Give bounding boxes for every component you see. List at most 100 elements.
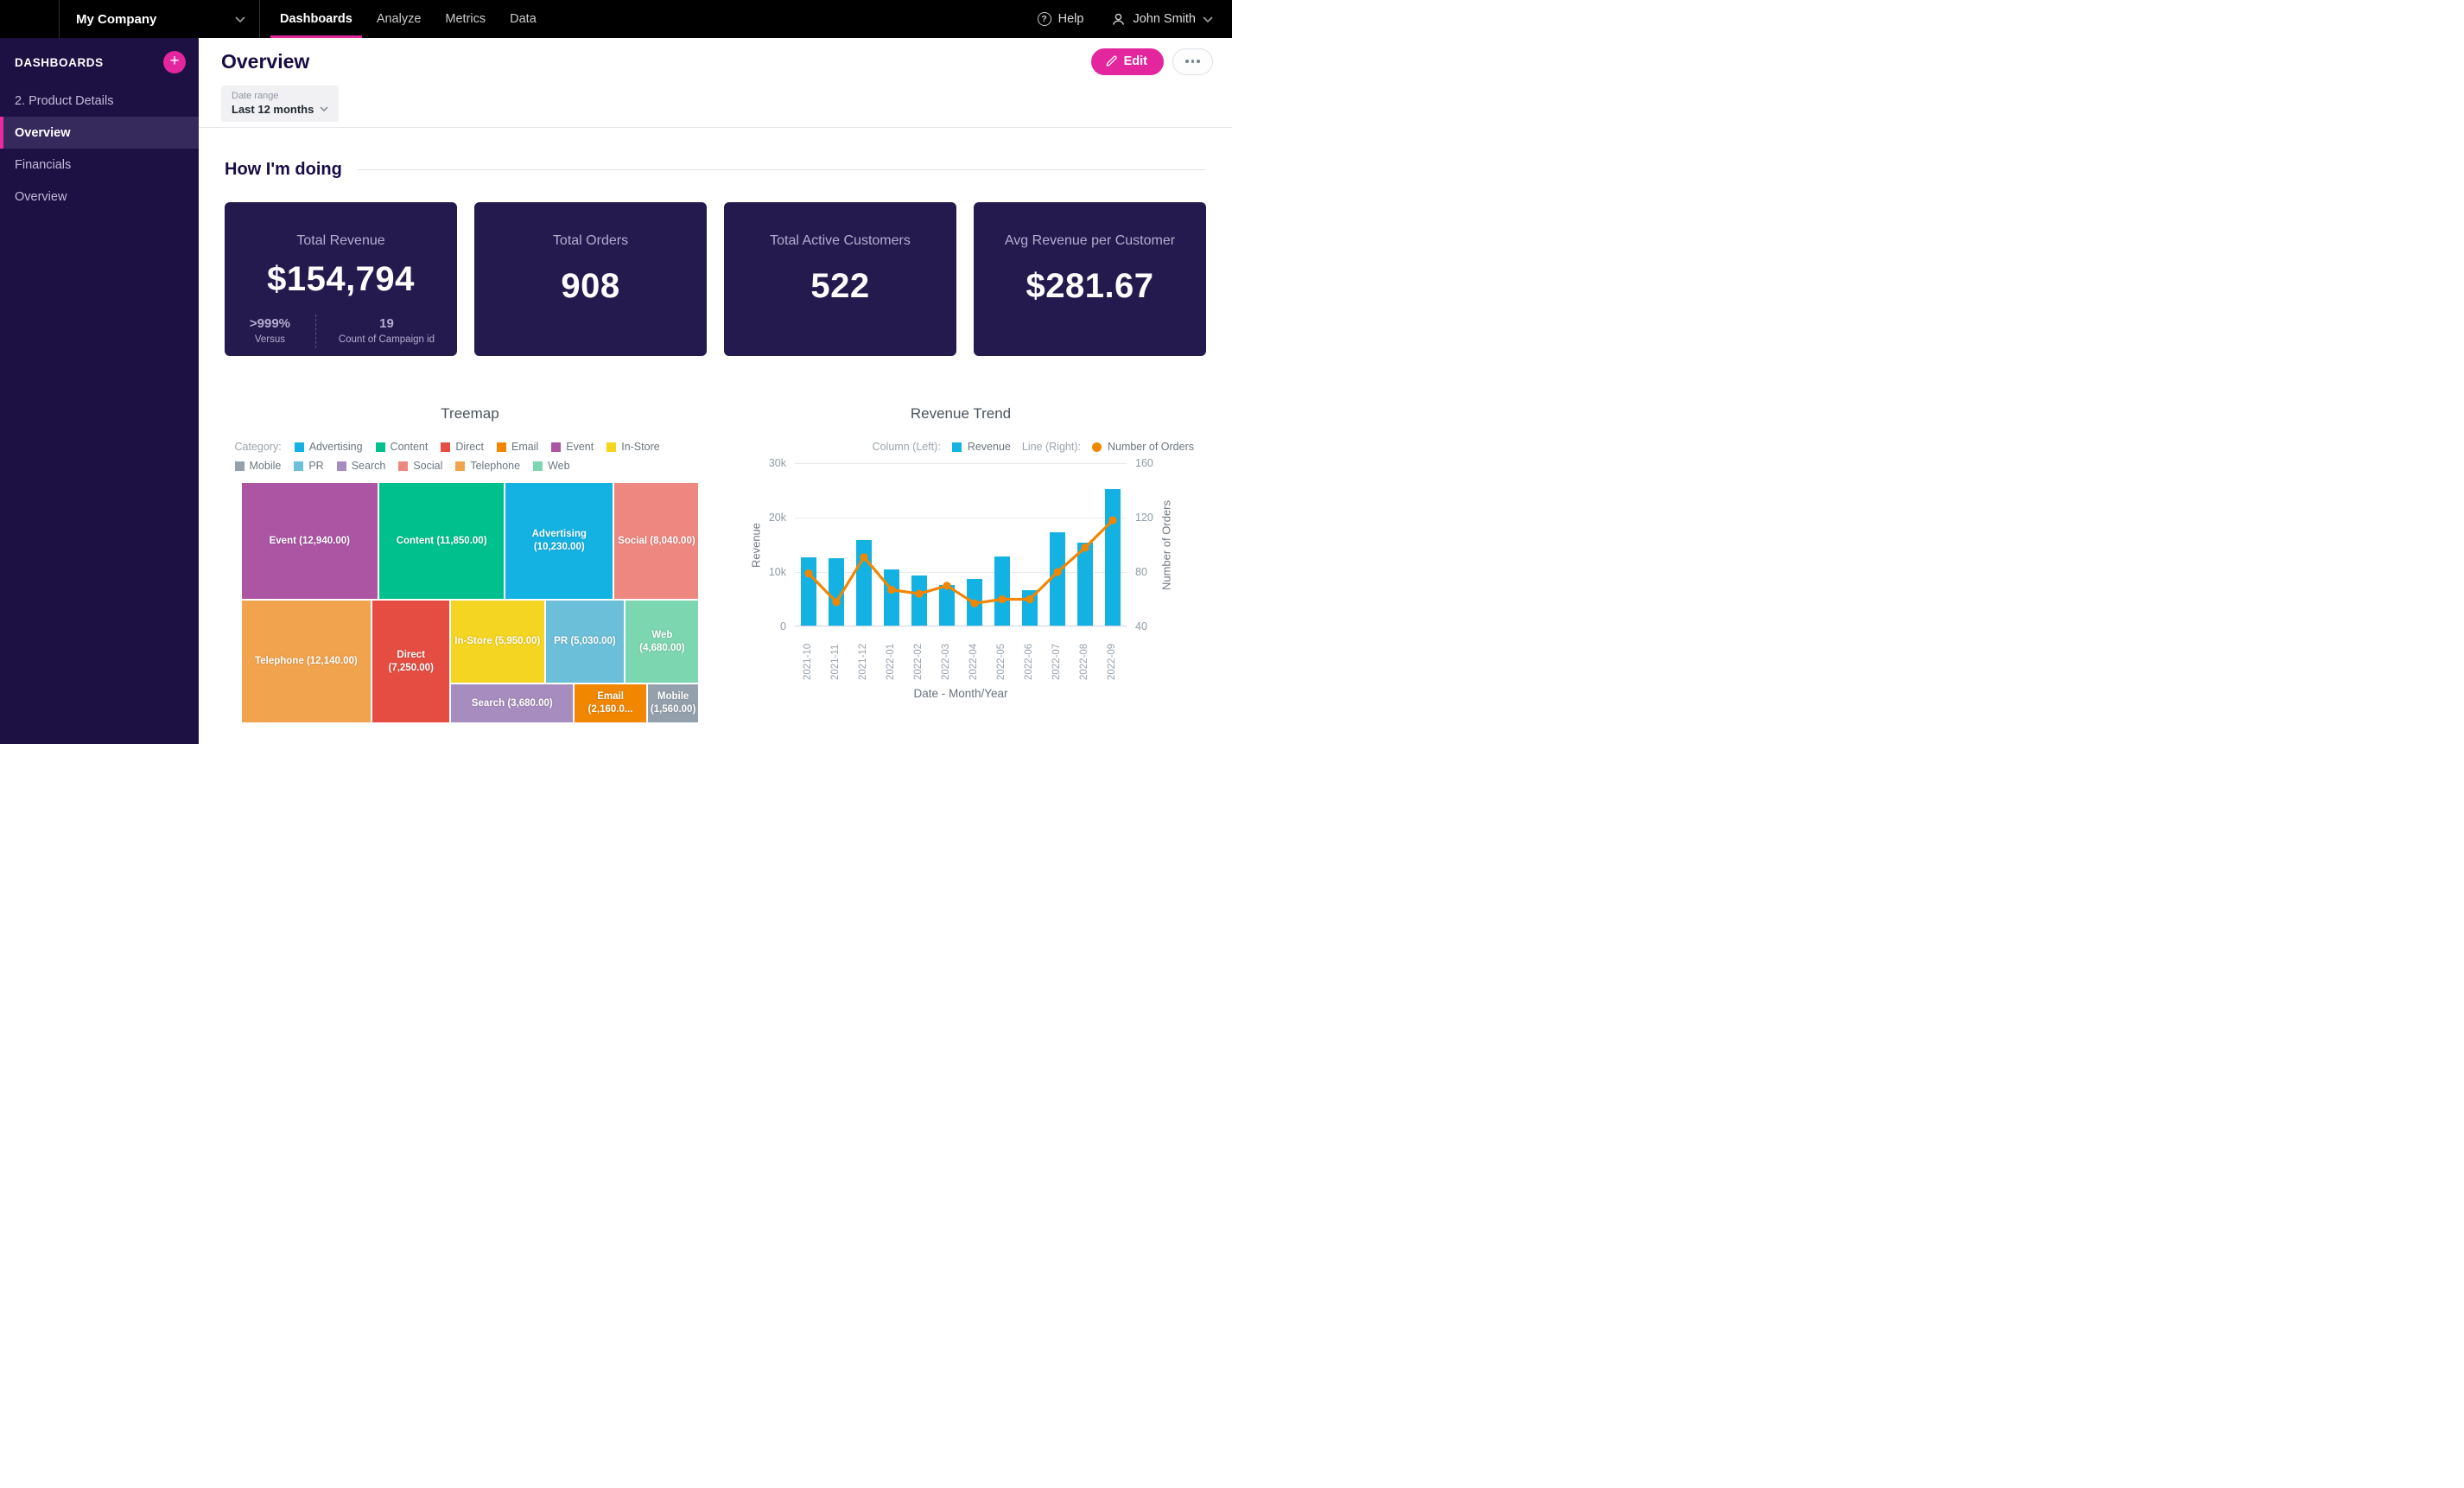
orders-point[interactable]	[970, 599, 979, 607]
y-tick-left: 0	[780, 620, 786, 633]
page-title: Overview	[221, 49, 310, 73]
legend-label: Web	[548, 460, 570, 472]
section-divider	[357, 169, 1206, 170]
orders-point[interactable]	[943, 582, 951, 590]
gridline	[795, 463, 1127, 464]
legend-item[interactable]: Direct	[441, 441, 484, 453]
help-button[interactable]: ? Help	[1037, 12, 1083, 26]
x-axis-labels: 2021-10 2021-11 2021-12 2022-01 2022-02 2022-…	[795, 633, 1127, 680]
legend-swatch	[551, 442, 562, 452]
gridline	[795, 572, 1127, 573]
user-menu[interactable]: John Smith	[1111, 12, 1213, 27]
legend-item[interactable]: Number of Orders	[1091, 441, 1194, 453]
orders-point[interactable]	[1081, 544, 1089, 552]
treemap-tile[interactable]: PR (5,030.00)	[544, 600, 626, 684]
legend-item[interactable]: Advertising	[294, 441, 363, 453]
legend-item[interactable]: Content	[375, 441, 428, 453]
treemap-tile[interactable]: Search (3,680.00)	[450, 684, 575, 723]
treemap-tile[interactable]: Direct (7,250.00)	[372, 600, 451, 723]
kpi-card[interactable]: Total Revenue $154,794 >999% Versus 19 Count …	[225, 202, 457, 356]
legend-item[interactable]: PR	[294, 460, 324, 472]
x-tick: 2021-12	[850, 633, 878, 680]
workspace-selector[interactable]: My Company	[60, 0, 260, 38]
revenue-bar[interactable]	[829, 557, 844, 626]
treemap-tile[interactable]: Email (2,160.0...	[574, 684, 647, 723]
y-tick-left: 20k	[768, 512, 786, 524]
main-nav: Dashboards Analyze Metrics Data	[268, 0, 549, 38]
treemap-tile[interactable]: Advertising (10,230.00)	[505, 482, 614, 601]
treemap-tile[interactable]: Mobile (1,560.00)	[646, 684, 700, 723]
nav-right: ? Help John Smith	[1037, 0, 1232, 38]
treemap-tile[interactable]: Event (12,940.00)	[240, 482, 379, 601]
legend-item[interactable]: Revenue	[951, 441, 1011, 453]
orders-point[interactable]	[998, 595, 1007, 604]
orders-point[interactable]	[887, 585, 896, 595]
legend-item[interactable]: Social	[398, 460, 442, 472]
orders-point[interactable]	[1053, 568, 1062, 576]
edit-button[interactable]: Edit	[1090, 48, 1164, 75]
charts-row: Treemap Category: Advertising Content Direct…	[225, 405, 1206, 723]
nav-tab-metrics[interactable]: Metrics	[445, 12, 486, 26]
sidebar-header: DASHBOARDS +	[0, 38, 199, 85]
y-tick-right: 40	[1135, 620, 1147, 633]
header-actions: Edit	[1090, 48, 1213, 75]
orders-point[interactable]	[860, 553, 868, 562]
sidebar-item[interactable]: 2. Product Details	[15, 93, 114, 108]
x-tick-label: 2022-08	[1079, 643, 1090, 680]
treemap-tile[interactable]: Social (8,040.00)	[613, 482, 700, 601]
kpi-card[interactable]: Total Orders 908	[474, 202, 707, 356]
add-dashboard-button[interactable]: +	[163, 51, 186, 73]
legend-item[interactable]: Mobile	[234, 460, 281, 472]
y-tick-left: 10k	[768, 566, 786, 578]
x-tick-label: 2022-02	[913, 643, 924, 680]
revenue-bar[interactable]	[1077, 543, 1093, 626]
kpi-card[interactable]: Total Active Customers 522	[724, 202, 956, 356]
revenue-bar[interactable]	[911, 575, 927, 626]
legend-label: Advertising	[308, 441, 363, 453]
kpi-title: Avg Revenue per Customer	[1004, 233, 1176, 248]
legend-item[interactable]: Email	[496, 441, 538, 453]
revenue-bar[interactable]	[939, 585, 955, 626]
treemap-tile[interactable]: Content (11,850.00)	[378, 482, 505, 601]
kpi-value: 522	[810, 267, 870, 305]
revenue-bar[interactable]	[994, 556, 1010, 626]
legend-title: Category:	[234, 441, 282, 453]
legend-swatch	[234, 461, 244, 471]
legend-swatch	[496, 442, 506, 452]
treemap-tile[interactable]: Telephone (12,140.00)	[240, 600, 372, 723]
revenue-bar[interactable]	[1050, 532, 1065, 626]
sidebar-item[interactable]: Overview	[0, 117, 199, 149]
legend-item[interactable]: Web	[533, 460, 570, 472]
section-header: How I'm doing	[225, 160, 1206, 180]
kpi-secondary-value: 19	[379, 316, 394, 331]
legend-item[interactable]: Telephone	[455, 460, 520, 472]
x-tick-label: 2022-05	[996, 643, 1007, 680]
treemap-tile[interactable]: Web (4,680.00)	[625, 600, 700, 684]
nav-tab-analyze[interactable]: Analyze	[376, 12, 422, 26]
more-options-button[interactable]	[1172, 48, 1213, 75]
legend-swatch	[294, 461, 304, 471]
legend-swatch	[398, 461, 409, 471]
nav-tab-dashboards[interactable]: Dashboards	[268, 0, 365, 38]
orders-point[interactable]	[915, 589, 924, 598]
legend-item[interactable]: Search	[336, 460, 385, 472]
orders-point[interactable]	[1108, 516, 1117, 525]
nav-tab-data[interactable]: Data	[510, 12, 537, 26]
trend-legend: Column (Left): Revenue Line (Right): Number…	[727, 441, 1194, 453]
sidebar-item[interactable]: Overview	[15, 189, 67, 204]
treemap-tile[interactable]: In-Store (5,950.00)	[450, 600, 545, 684]
user-name: John Smith	[1133, 12, 1196, 26]
y-tick-left: 30k	[768, 457, 786, 469]
x-tick-label: 2022-04	[968, 643, 980, 680]
orders-point[interactable]	[804, 569, 813, 578]
x-tick: 2022-08	[1071, 633, 1099, 680]
legend-series-prefix: Column (Left):	[872, 441, 941, 453]
date-range-filter[interactable]: Date range Last 12 months	[221, 85, 340, 122]
sidebar-item[interactable]: Financials	[15, 157, 72, 172]
orders-point[interactable]	[1026, 595, 1034, 604]
workspace-name: My Company	[76, 11, 157, 27]
legend-item[interactable]: Event	[551, 441, 594, 453]
kpi-card[interactable]: Avg Revenue per Customer $281.67	[974, 202, 1206, 356]
orders-point[interactable]	[832, 598, 841, 607]
legend-item[interactable]: In-Store	[606, 441, 660, 453]
